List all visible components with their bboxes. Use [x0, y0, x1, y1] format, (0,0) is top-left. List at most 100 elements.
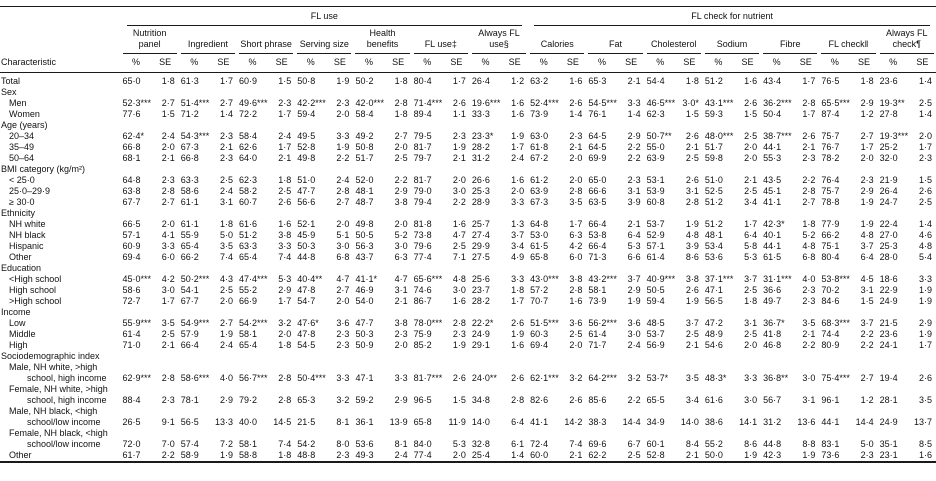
se-value: 3·3	[511, 274, 525, 284]
percent-value: 53·6	[704, 252, 723, 262]
row-label: 25·0–29·9	[0, 186, 121, 197]
percent-value: 61·1	[180, 219, 199, 229]
column-header-cell: Ingredient	[179, 26, 237, 54]
percent-value: 56·7***	[238, 373, 268, 383]
percent-value: 53·1	[646, 175, 665, 185]
column-header-label: Fibre	[763, 37, 818, 54]
se-value: 2·5	[569, 329, 583, 339]
se-value: 7·1	[452, 252, 466, 262]
se-value: 1·9	[219, 450, 233, 460]
percent-value: 71·3	[588, 252, 607, 262]
se-value: 1·7	[918, 142, 932, 152]
se-value: 2·6	[452, 98, 466, 108]
percent-value: 56·9	[646, 340, 665, 350]
se-value: 1·5	[918, 175, 932, 185]
se-value: 1·2	[511, 76, 525, 86]
se-value: 3·1	[860, 285, 874, 295]
se-value: 2·9	[918, 318, 932, 328]
percent-value: 34·8	[471, 395, 490, 405]
se-value: 1·6	[744, 76, 758, 86]
se-value: 2·6	[278, 197, 292, 207]
percent-value: 63·0	[530, 131, 549, 141]
percent-value: 61·2	[530, 175, 549, 185]
percent-header: %	[353, 54, 385, 73]
percent-value: 44·8	[297, 252, 316, 262]
se-value: 2·0	[452, 175, 466, 185]
se-value: 2·5	[394, 153, 408, 163]
percent-header: %	[178, 54, 210, 73]
table-row: Other 61·7 2·2 58·9 1·9 58·8 1·8 48·8 2·3 49·3 2·4…	[0, 450, 936, 462]
percent-value: 19·3***	[879, 131, 909, 141]
column-header-cell: Short phrase	[237, 26, 295, 54]
table-row: <High school 45·0*** 4·2 50·2*** 4·3 47·4*** 5…	[0, 274, 936, 285]
percent-value: 61·3	[180, 76, 199, 86]
se-value: 2·5	[685, 329, 699, 339]
se-value: 4·9	[511, 252, 525, 262]
percent-value: 51·7	[355, 153, 374, 163]
se-value: 7·0	[161, 439, 175, 449]
se-value: 3·8	[394, 318, 408, 328]
percent-value: 24·1	[879, 340, 898, 350]
percent-value: 49·8	[297, 153, 316, 163]
se-value: 1·4	[918, 76, 932, 86]
se-value: 5·3	[744, 252, 758, 262]
se-value: 2·9	[627, 285, 641, 295]
percent-value: 36·2***	[763, 98, 792, 108]
se-value: 2·6	[918, 186, 932, 196]
percent-value: 60·8	[646, 197, 665, 207]
percent-value: 46·9	[355, 285, 374, 295]
se-header: SE	[384, 54, 412, 73]
percent-value: 72·0	[122, 439, 141, 449]
se-value: 2·1	[685, 340, 699, 350]
percent-value: 59·2	[355, 395, 374, 405]
percent-value: 61·4	[588, 329, 607, 339]
se-value: 2·2	[161, 450, 175, 460]
row-label: 35–49	[0, 142, 121, 153]
se-value: 3·3	[511, 197, 525, 207]
column-header-cell: Fat	[586, 26, 644, 54]
section-row: Sex	[0, 87, 936, 98]
percent-value: 47·7	[355, 318, 374, 328]
percent-value: 31·1***	[763, 274, 792, 284]
percent-value: 52·0	[355, 175, 374, 185]
column-header-label: Sodium	[704, 37, 760, 54]
se-value: 2·7	[802, 197, 816, 207]
se-value: 1·9	[452, 340, 466, 350]
se-value: 2·1	[278, 153, 292, 163]
table-row: Women 77·6 1·5 71·2 1·4 72·2 1·7 59·4 2·0 58·4 1·8…	[0, 109, 936, 120]
se-value: 5·8	[744, 241, 758, 251]
se-value: 1·9	[685, 296, 699, 306]
percent-value: 62·3	[238, 175, 257, 185]
se-value: 1·7	[278, 109, 292, 119]
se-value: 2·2	[627, 142, 641, 152]
percent-value: 47·8	[297, 329, 316, 339]
se-value: 2·0	[744, 153, 758, 163]
percent-value: 56·2***	[588, 318, 617, 328]
percent-value: 37·1***	[704, 274, 734, 284]
se-value: 3·8	[278, 230, 292, 240]
row-label-text: ≥ 30·0	[9, 197, 35, 207]
se-value: 1·4	[918, 219, 932, 229]
se-value: 3·0	[452, 186, 466, 196]
percent-value: 50·2***	[180, 274, 210, 284]
se-value: 3·0	[452, 285, 466, 295]
se-value: 3·0*	[682, 98, 699, 108]
se-value: 1·8	[278, 450, 292, 460]
percent-value: 22·2*	[471, 318, 494, 328]
characteristic-label: Characteristic	[1, 57, 57, 67]
percent-value: 80·9	[821, 340, 840, 350]
percent-value: 63·2	[530, 76, 549, 86]
percent-value: 52·4***	[530, 98, 559, 108]
se-value: 1·6	[511, 340, 525, 350]
percent-value: 50·3	[297, 241, 316, 251]
se-value: 6·3	[394, 252, 408, 262]
se-value: 11·9	[448, 417, 466, 427]
percent-value: 38·3	[588, 417, 607, 427]
percent-value: 47·6*	[297, 318, 319, 328]
percent-value: 64·2***	[588, 373, 617, 383]
percent-value: 64·8	[530, 219, 549, 229]
se-value: 1·7	[802, 76, 816, 86]
percent-value: 50·4	[763, 109, 782, 119]
percent-value: 54·7	[297, 296, 316, 306]
column-header-label: Fat	[588, 37, 643, 54]
